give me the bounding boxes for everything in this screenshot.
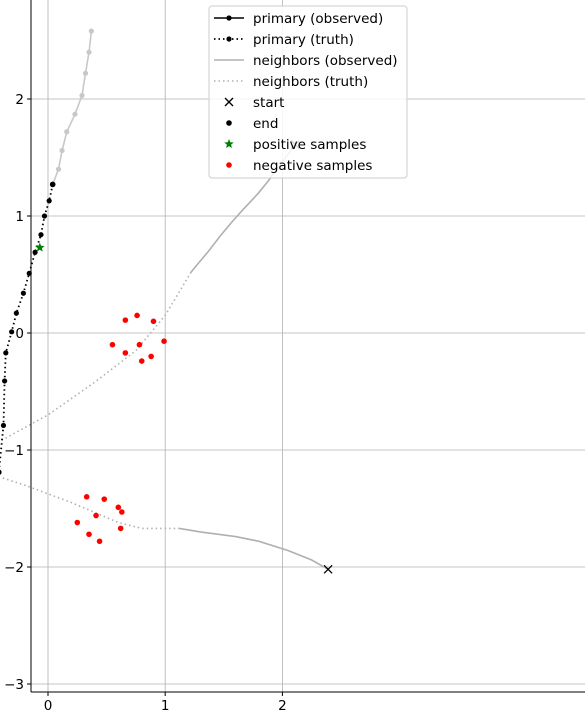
legend-handle-dot [226,36,232,42]
legend-item-primary_obs: primary (observed) [214,11,383,27]
legend-label: neighbors (observed) [253,53,398,69]
positive-sample-point [35,242,45,252]
neighbor-observed-line [179,527,329,570]
negative-sample-point [119,509,125,515]
primary-observed-point [88,28,94,34]
legend-handle-dot [226,120,232,126]
negative-sample-point [148,353,154,360]
legend-item-positive: positive samples [224,137,366,153]
primary-truth-point [3,350,9,356]
primary-truth-point [9,329,15,335]
x-tick-label: 1 [161,698,170,714]
primary-observed-line [51,31,93,185]
end-point [49,181,56,188]
plot-series [0,28,329,570]
legend-label: end [253,116,278,132]
negative-sample-point [138,358,145,364]
y-tick-label: 0 [15,326,24,342]
legend-label: positive samples [253,137,366,153]
negative-sample-point [122,350,129,356]
legend-handle-dot [226,162,232,168]
legend-label: primary (observed) [253,11,383,27]
primary-observed-point [55,166,62,172]
negative-sample-point [136,341,143,348]
negative-sample-point [96,538,103,545]
primary-observed-point [59,147,65,154]
primary-observed-point [86,49,92,55]
primary-truth-point [20,290,26,296]
legend-label: neighbors (truth) [253,74,368,90]
negative-sample-point [93,512,99,519]
primary-truth-point [38,232,44,238]
x-tick-label: 2 [278,698,287,714]
start-marker-stroke [323,564,333,574]
legend-item-start: start [224,95,284,111]
y-tick-label: 1 [15,209,24,225]
legend-item-end: end [226,116,278,132]
negative-sample-point [115,504,122,511]
legend-handle-x [224,97,234,107]
primary-truth-point [46,198,52,204]
primary-truth-point [13,310,19,316]
y-tick-label: 2 [15,92,24,108]
legend-item-neighbors_obs: neighbors (observed) [214,53,398,69]
negative-sample-point [122,317,129,323]
negative-sample-point [74,519,81,526]
y-tick-label: −1 [4,443,24,459]
y-tick-label: −3 [4,677,24,693]
y-tick-label: −2 [4,560,24,576]
legend-item-primary_truth: primary (truth) [214,32,354,48]
primary-truth-point [41,213,48,219]
legend-handle-star [224,139,234,149]
legend-box [208,5,408,179]
primary-observed-point [82,70,89,76]
negative-sample-point [109,341,116,348]
legend: primary (observed) primary (truth) neighbo… [208,5,408,179]
negative-sample-point [161,338,167,344]
legend-label: negative samples [253,158,372,174]
negative-sample-point [117,525,124,532]
start-point [323,564,333,574]
primary-observed-point [64,129,70,135]
x-tick-label: 0 [44,698,53,714]
negative-sample-point [134,312,140,319]
end-point [0,469,2,475]
negative-sample-point [150,318,157,325]
neighbor-truth-line [0,271,192,443]
primary-observed-point [79,92,85,99]
legend-item-neighbors_truth: neighbors (truth) [214,74,368,90]
negative-sample-point [101,496,108,502]
primary-truth-point [0,422,7,429]
legend-item-negative: negative samples [226,158,372,174]
primary-truth-point [2,378,8,384]
primary-observed-point [72,111,78,117]
start-marker-stroke [224,97,234,107]
primary-truth-line [0,184,54,470]
neighbor-truth-line [0,476,180,530]
negative-sample-point [83,494,90,500]
legend-label: start [253,95,284,111]
legend-handle-dot [226,15,232,21]
primary-truth-point [32,249,38,255]
legend-label: primary (truth) [253,32,354,48]
negative-sample-point [86,531,92,538]
